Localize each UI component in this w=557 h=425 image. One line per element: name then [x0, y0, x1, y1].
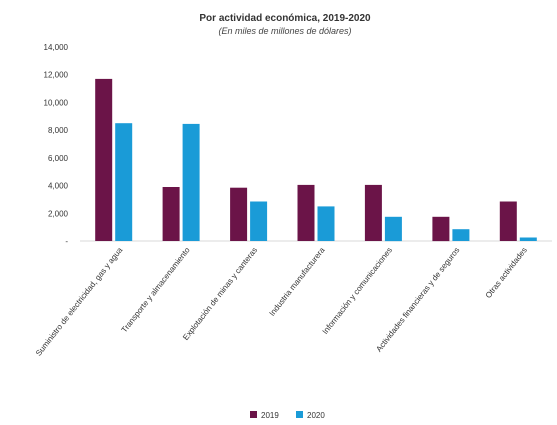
- chart-title: Por actividad económica, 2019-2020: [199, 13, 371, 24]
- legend-label: 2019: [261, 411, 279, 420]
- legend-swatch-2019: [250, 411, 257, 418]
- chart-subtitle: (En miles de millones de dólares): [218, 26, 351, 36]
- y-tick-label: 4,000: [48, 182, 69, 191]
- bar-2019-2: [230, 187, 248, 241]
- bar-2019-6: [499, 201, 517, 241]
- bar-2020-3: [317, 206, 335, 241]
- bar-2019-1: [162, 187, 180, 241]
- bar-2020-0: [115, 123, 133, 241]
- x-tick-label: Información y comunicaciones: [321, 246, 394, 336]
- bar-2019-5: [432, 216, 450, 242]
- bar-2020-1: [182, 123, 200, 241]
- legend-swatch-2020: [296, 411, 303, 418]
- x-tick-label: Industria manufacturera: [267, 245, 326, 318]
- y-tick-label: 12,000: [44, 71, 69, 80]
- legend: 2019 2020: [250, 411, 325, 420]
- y-tick-label: 2,000: [48, 209, 69, 218]
- bar-2019-4: [364, 184, 382, 241]
- bars-group: [95, 78, 537, 242]
- y-tick-label: -: [65, 237, 68, 246]
- bar-2020-5: [452, 229, 470, 241]
- x-axis-labels: Suministro de electricidad, gas y aguaTr…: [34, 245, 529, 358]
- bar-2020-6: [519, 237, 537, 241]
- y-tick-label: 10,000: [44, 98, 69, 107]
- bar-2019-0: [95, 78, 113, 242]
- y-tick-label: 6,000: [48, 154, 69, 163]
- x-tick-label: Transporte y almacenamiento: [120, 245, 192, 334]
- bar-2019-3: [297, 184, 315, 241]
- y-tick-label: 8,000: [48, 126, 69, 135]
- x-tick-label: Explotación de minas y canteras: [181, 246, 259, 342]
- x-tick-label: Otras actividades: [484, 246, 529, 300]
- bar-2020-2: [250, 201, 268, 241]
- bar-2020-4: [384, 216, 402, 242]
- x-tick-label: Suministro de electricidad, gas y agua: [34, 245, 125, 358]
- y-tick-label: 14,000: [44, 43, 69, 52]
- legend-label: 2020: [307, 411, 325, 420]
- y-axis: - 2,000 4,000 6,000 8,000 10,000 12,000 14,000: [44, 43, 552, 246]
- x-tick-label: Actividades financieras y de seguros: [374, 246, 461, 354]
